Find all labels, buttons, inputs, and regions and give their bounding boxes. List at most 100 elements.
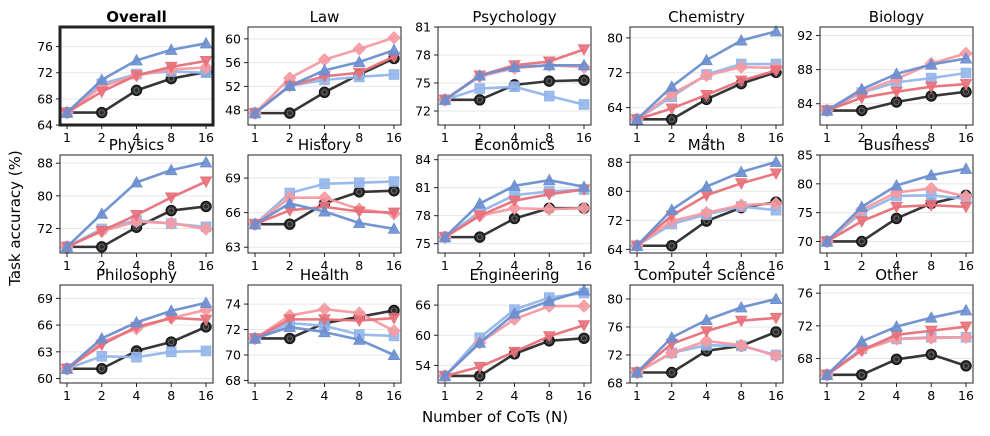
point-blue-law-0 bbox=[248, 106, 262, 119]
point-red-overall-1 bbox=[95, 86, 109, 99]
point-black-philosophy-1-inner bbox=[98, 365, 105, 372]
panel-title-physics: Physics bbox=[109, 136, 165, 154]
y-tick-label-psychology: 78 bbox=[415, 48, 431, 63]
y-tick-label-psychology: 81 bbox=[415, 20, 431, 35]
point-black-other-2 bbox=[890, 353, 903, 366]
point-black-other-3 bbox=[925, 348, 937, 361]
point-black-overall-1-inner bbox=[98, 109, 105, 116]
y-tick-label-math: 72 bbox=[607, 213, 623, 228]
point-lightblue-philosophy-3 bbox=[165, 346, 177, 358]
point-black-chemistry-1-inner bbox=[668, 116, 675, 123]
point-pink-law-3 bbox=[352, 42, 366, 56]
panel-computer-science: 68 72 76 80 1 2 4 8 16 Computer Science bbox=[607, 266, 784, 403]
y-tick-label-biology: 84 bbox=[797, 96, 813, 111]
y-tick-label-psychology: 72 bbox=[415, 104, 431, 119]
point-black-biology-1 bbox=[856, 104, 868, 117]
x-tick-label-history: 2 bbox=[286, 258, 294, 273]
y-tick-label-law: 48 bbox=[225, 103, 241, 118]
point-black-computer-science-4-inner bbox=[773, 328, 780, 335]
y-tick-label-math: 80 bbox=[607, 184, 623, 199]
y-tick-label-business: 85 bbox=[797, 148, 813, 163]
point-blue-business-4 bbox=[959, 162, 973, 174]
x-tick-label-philosophy: 4 bbox=[133, 388, 141, 403]
x-tick-label-history: 4 bbox=[321, 258, 329, 273]
point-black-biology-1-inner bbox=[858, 107, 865, 114]
point-pink-economics-3 bbox=[542, 202, 556, 216]
x-tick-label-physics: 16 bbox=[198, 258, 214, 273]
x-tick-label-philosophy: 8 bbox=[167, 388, 175, 403]
x-tick-label-overall: 2 bbox=[98, 130, 106, 145]
x-tick-label-chemistry: 16 bbox=[768, 130, 784, 145]
point-pink-health-2 bbox=[317, 302, 332, 316]
point-black-psychology-1-inner bbox=[476, 96, 483, 103]
point-blue-chemistry-1 bbox=[665, 80, 679, 92]
x-tick-label-computer-science: 2 bbox=[668, 388, 676, 403]
y-tick-label-economics: 84 bbox=[415, 152, 431, 167]
point-red-biology-3 bbox=[924, 81, 938, 94]
x-tick-label-economics: 16 bbox=[576, 258, 592, 273]
point-red-engineering-3 bbox=[542, 331, 556, 343]
point-blue-law-1 bbox=[283, 79, 297, 91]
panel-title-engineering: Engineering bbox=[470, 266, 560, 284]
point-black-engineering-4 bbox=[578, 332, 590, 344]
point-blue-physics-4 bbox=[199, 155, 213, 168]
point-pink-computer-science-4 bbox=[769, 348, 783, 363]
point-red-economics-2 bbox=[508, 195, 521, 208]
y-tick-label-biology: 88 bbox=[797, 62, 813, 77]
point-pink-physics-4 bbox=[199, 222, 213, 236]
point-black-other-4 bbox=[960, 360, 972, 372]
x-tick-label-math: 4 bbox=[703, 258, 711, 273]
point-blue-chemistry-0 bbox=[630, 112, 644, 125]
x-tick-label-psychology: 1 bbox=[441, 130, 449, 145]
point-red-health-1 bbox=[283, 314, 297, 326]
x-tick-label-health: 4 bbox=[321, 388, 329, 403]
panel-other: 68 72 76 1 2 4 8 16 Other bbox=[797, 266, 974, 403]
y-tick-label-engineering: 54 bbox=[415, 358, 431, 373]
point-red-physics-1 bbox=[95, 225, 109, 238]
point-red-other-3 bbox=[924, 325, 938, 338]
point-red-engineering-1 bbox=[473, 361, 487, 374]
point-blue-engineering-2 bbox=[508, 307, 521, 319]
point-blue-history-4 bbox=[387, 222, 401, 234]
y-tick-label-biology: 92 bbox=[797, 28, 813, 43]
panel-biology: 84 88 92 1 2 4 8 16 Biology bbox=[797, 8, 974, 145]
point-blue-other-2 bbox=[890, 320, 903, 332]
y-tick-label-business: 70 bbox=[797, 234, 813, 249]
point-black-history-1 bbox=[284, 218, 296, 230]
point-black-economics-2-inner bbox=[511, 215, 518, 222]
point-black-business-2-inner bbox=[893, 215, 900, 222]
panel-title-math: Math bbox=[688, 136, 726, 154]
panel-business: 70 75 80 85 1 2 4 8 16 Business bbox=[797, 136, 974, 273]
point-blue-other-1 bbox=[855, 334, 869, 347]
panel-title-health: Health bbox=[300, 266, 349, 284]
point-blue-biology-3 bbox=[924, 57, 938, 70]
point-black-chemistry-1 bbox=[666, 113, 678, 126]
x-tick-label-chemistry: 1 bbox=[633, 130, 641, 145]
y-tick-label-economics: 75 bbox=[415, 236, 431, 251]
point-blue-engineering-4 bbox=[577, 283, 591, 296]
point-black-psychology-4-inner bbox=[581, 77, 588, 84]
panel-title-history: History bbox=[298, 136, 351, 154]
y-tick-label-chemistry: 80 bbox=[607, 30, 623, 45]
y-tick-label-math: 88 bbox=[607, 155, 623, 170]
point-blue-physics-0 bbox=[60, 240, 74, 252]
y-tick-label-engineering: 60 bbox=[415, 328, 431, 343]
point-blue-philosophy-4 bbox=[199, 296, 213, 308]
point-lightblue-philosophy-2 bbox=[131, 351, 142, 363]
x-tick-label-biology: 2 bbox=[858, 130, 866, 145]
point-blue-philosophy-1 bbox=[95, 331, 109, 344]
point-red-overall-4 bbox=[199, 55, 213, 68]
y-tick-label-history: 69 bbox=[225, 171, 241, 186]
point-black-computer-science-1 bbox=[666, 366, 678, 379]
y-tick-label-overall: 76 bbox=[37, 39, 53, 54]
panel-psychology: 72 75 78 81 1 2 4 8 16 Psychology bbox=[415, 8, 592, 145]
x-tick-label-other: 16 bbox=[958, 388, 974, 403]
y-tick-label-psychology: 75 bbox=[415, 76, 431, 91]
x-tick-label-biology: 1 bbox=[823, 130, 831, 145]
point-blue-health-2 bbox=[318, 325, 331, 338]
panel-title-other: Other bbox=[875, 266, 918, 284]
point-blue-overall-3 bbox=[164, 43, 178, 55]
x-tick-label-overall: 16 bbox=[198, 130, 214, 145]
point-red-overall-3 bbox=[164, 61, 178, 74]
point-blue-physics-2 bbox=[130, 175, 143, 188]
